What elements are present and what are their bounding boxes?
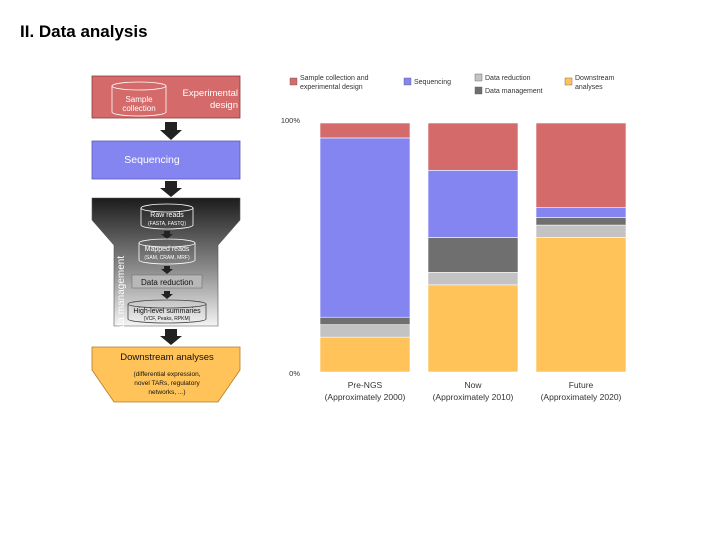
y-tick-top: 100% [281, 116, 301, 125]
bar-segment-sequencing-2 [535, 207, 627, 218]
raw-reads-label: Raw reads [150, 212, 184, 219]
downstream-analyses-detail-2: novel TARs, regulatory [134, 380, 200, 387]
legend-swatch-management [474, 86, 483, 95]
flow-arrow-3 [161, 231, 173, 239]
legend-label-downstream: Downstream [575, 75, 614, 82]
chart-x-labels: Pre-NGS (Approximately 2000) Now (Approxima… [325, 380, 622, 402]
flow-arrow-1 [160, 122, 182, 140]
downstream-analyses-box [91, 346, 241, 403]
bar-segment-management-1 [427, 237, 519, 273]
summaries-formats: (VCF, Peaks, RPKM) [144, 316, 191, 322]
raw-reads-formats: (FASTA, FASTQ) [148, 221, 186, 227]
legend-label-reduction: Data reduction [485, 75, 531, 82]
bar-segment-reduction-2 [535, 224, 627, 238]
x-label-2: Future [569, 380, 594, 390]
legend-label-sample: Sample collection and [300, 75, 369, 82]
bar-segment-downstream-2 [535, 237, 627, 373]
data-reduction-box [131, 274, 203, 289]
bar-segment-reduction-0 [319, 324, 411, 338]
bar-segment-downstream-1 [427, 284, 519, 373]
mapped-reads-label: Mapped reads [145, 246, 190, 253]
bar-segment-sample-0 [319, 122, 411, 139]
chart-bars [319, 122, 627, 373]
bar-segment-management-0 [319, 316, 411, 325]
downstream-analyses-label: Downstream analyses [120, 352, 214, 363]
chart-legend: Sample collection and experimental design… [289, 73, 614, 95]
sample-collection-label-2: collection [122, 104, 155, 113]
legend-swatch-reduction [474, 73, 483, 82]
x-sublabel-2: (Approximately 2020) [541, 392, 622, 402]
downstream-analyses-detail-3: networks, ...) [148, 389, 185, 396]
x-label-1: Now [464, 380, 482, 390]
x-sublabel-1: (Approximately 2010) [433, 392, 514, 402]
bar-segment-sequencing-0 [319, 137, 411, 318]
mapped-reads-cylinder [138, 238, 196, 265]
legend-label-downstream-line2: analyses [575, 84, 603, 91]
cost-breakdown-chart: Sample collection and experimental design… [281, 73, 627, 402]
y-tick-bottom: 0% [289, 369, 300, 378]
legend-label-sequencing: Sequencing [414, 79, 451, 86]
data-management-funnel [91, 197, 241, 327]
sample-collection-label: Sample [125, 95, 153, 104]
flow-arrow-2 [160, 181, 182, 197]
x-label-0: Pre-NGS [348, 380, 383, 390]
bar-segment-downstream-0 [319, 336, 411, 373]
data-management-label: Data management [116, 256, 127, 338]
legend-swatch-sample [289, 77, 298, 86]
bar-segment-management-2 [535, 217, 627, 226]
summaries-cylinder [127, 299, 207, 324]
flow-arrow-5 [161, 291, 173, 299]
legend-label-management: Data management [485, 88, 543, 95]
mapped-reads-formats: (SAM, CRAM, MRF) [144, 255, 190, 261]
raw-reads-cylinder [140, 203, 194, 230]
experimental-design-label: Experimental [183, 88, 238, 99]
sequencing-label: Sequencing [124, 154, 180, 166]
flow-arrow-4 [161, 266, 173, 274]
sample-collection-cylinder [111, 81, 167, 117]
experimental-design-label-2: design [210, 100, 238, 111]
sequencing-box [91, 140, 241, 180]
bar-segment-sample-2 [535, 122, 627, 208]
bar-segment-reduction-1 [427, 272, 519, 286]
legend-label-sample-line2: experimental design [300, 84, 363, 91]
slide-title: II. Data analysis [20, 22, 148, 41]
legend-swatch-downstream [564, 77, 573, 86]
flow-arrow-6 [160, 329, 182, 345]
x-sublabel-0: (Approximately 2000) [325, 392, 406, 402]
summaries-label: High-level summaries [133, 308, 201, 315]
downstream-analyses-detail-1: (differential expression, [133, 371, 200, 378]
workflow-diagram: Sample collection Experimental design Se… [91, 75, 241, 403]
bar-segment-sequencing-1 [427, 170, 519, 238]
bar-segment-sample-1 [427, 122, 519, 171]
data-reduction-label: Data reduction [141, 278, 193, 287]
legend-swatch-sequencing [403, 77, 412, 86]
